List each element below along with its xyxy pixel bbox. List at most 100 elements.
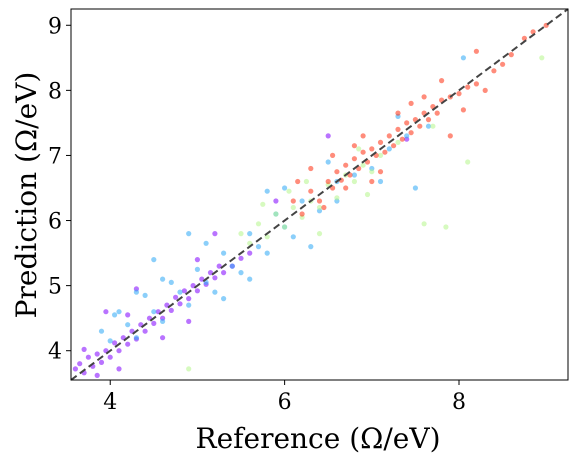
scatter-point-s3-49 [330,152,336,158]
scatter-point-s1-45 [425,123,432,129]
scatter-point-s3-22 [404,120,410,126]
scatter-point-s0-18 [151,320,157,326]
scatter-point-s3-51 [439,78,445,84]
scatter-point-s0-8 [107,354,113,360]
scatter-point-s0-9 [112,340,118,346]
scatter-point-s1-9 [177,289,183,295]
scatter-point-s1-37 [412,185,418,191]
scatter-point-s0-44 [160,335,166,341]
scatter-point-s0-3 [85,354,91,360]
scatter-point-s3-17 [382,149,388,155]
scatter-point-s0-1 [77,361,83,367]
scatter-point-s0-12 [125,341,131,347]
scatter-point-s2-11 [334,195,340,201]
scatter-point-s3-46 [308,165,314,172]
scatter-point-s0-50 [273,198,279,204]
scatter-point-s0-48 [325,133,331,139]
scatter-point-s3-4 [325,178,331,185]
scatter-point-s3-25 [417,123,423,129]
scatter-point-s2-21 [186,366,192,372]
scatter-point-s1-34 [282,185,288,191]
scatter-point-s3-53 [460,107,466,113]
scatter-point-s1-17 [247,231,253,237]
scatter-point-s1-10 [186,302,192,308]
scatter-point-s3-55 [408,100,414,106]
y-tick-label: 7 [48,144,62,169]
scatter-point-s3-35 [482,87,488,93]
scatter-point-s0-38 [103,309,109,315]
scatter-point-s0-22 [168,307,174,313]
scatter-point-s0-37 [247,250,253,256]
scatter-point-s2-22 [303,178,309,185]
scatter-point-s3-47 [447,133,453,139]
scatter-point-s1-26 [351,172,357,178]
scatter-point-s2-23 [356,146,362,152]
scatter-point-s3-34 [473,81,479,87]
scatter-point-s0-39 [116,366,122,372]
scatter-point-s3-52 [295,178,301,185]
scatter-point-s1-13 [212,289,218,295]
scatter-point-s3-0 [290,198,296,204]
scatter-point-s3-14 [369,146,375,152]
scatter-point-s0-10 [116,348,122,354]
scatter-point-s1-19 [264,250,270,256]
scatter-point-s0-26 [186,296,192,302]
scatter-point-s3-6 [334,169,340,175]
scatter-point-s1-35 [308,244,314,250]
scatter-point-s3-16 [377,139,384,145]
y-tick-label: 5 [48,275,62,300]
reference-line-group [70,8,569,381]
scatter-point-s0-43 [94,372,100,378]
scatter-point-s3-23 [408,130,414,136]
scatter-point-s0-28 [194,288,200,294]
scatter-point-s1-40 [264,188,270,194]
scatter-point-s2-9 [316,204,323,211]
scatter-point-s3-50 [377,169,384,175]
scatter-point-s0-42 [186,318,192,324]
scatter-point-s0-23 [173,294,179,300]
scatter-point-s1-46 [325,159,331,165]
scatter-point-s3-32 [456,91,462,97]
scatter-point-s3-20 [395,126,401,132]
scatter-point-s2-18 [421,221,427,227]
scatter-point-s1-43 [203,240,209,246]
scatter-point-s2-13 [351,178,357,185]
scatter-point-s3-3 [316,198,323,204]
scatter-point-s2-14 [360,162,366,168]
y-axis-label: Prediction (Ω/eV) [10,72,43,319]
scatter-point-s0-0 [72,366,78,372]
scatter-point-s3-56 [351,143,357,149]
scatter-point-s0-46 [125,312,131,318]
scatter-point-s0-45 [194,257,200,263]
scatter-point-s1-42 [160,276,166,282]
scatter-point-s3-33 [465,84,471,90]
scatter-point-s2-25 [316,231,323,237]
scatter-point-s3-36 [491,68,497,74]
scatter-point-s0-32 [212,275,218,281]
scatter-point-s2-6 [290,204,296,211]
scatter-point-s1-8 [168,279,174,285]
scatter-point-s2-4 [273,211,279,217]
x-axis-label: Reference (Ω/eV) [195,422,440,455]
scatter-point-s3-42 [360,133,366,139]
scatter-point-s2-20 [539,55,545,61]
scatter-point-s1-11 [194,266,200,272]
scatter-point-s0-5 [94,351,100,357]
scatter-point-s2-0 [238,231,244,237]
scatter-point-s3-18 [386,133,392,139]
scatter-point-s2-26 [443,224,449,230]
scatter-point-s1-38 [460,55,466,61]
scatter-point-s3-27 [425,117,432,123]
scatter-points [72,22,549,378]
scatter-point-s1-32 [221,296,227,302]
scatter-point-s2-19 [465,159,471,165]
scatter-point-s2-17 [395,139,401,145]
x-tick-label: 6 [278,390,292,415]
y-tick-label: 4 [48,340,62,365]
scatter-point-s2-24 [260,201,266,207]
scatter-point-s1-5 [142,292,148,298]
scatter-point-s1-39 [377,178,384,185]
scatter-point-s2-5 [282,224,288,230]
scatter-point-s1-22 [290,234,296,240]
